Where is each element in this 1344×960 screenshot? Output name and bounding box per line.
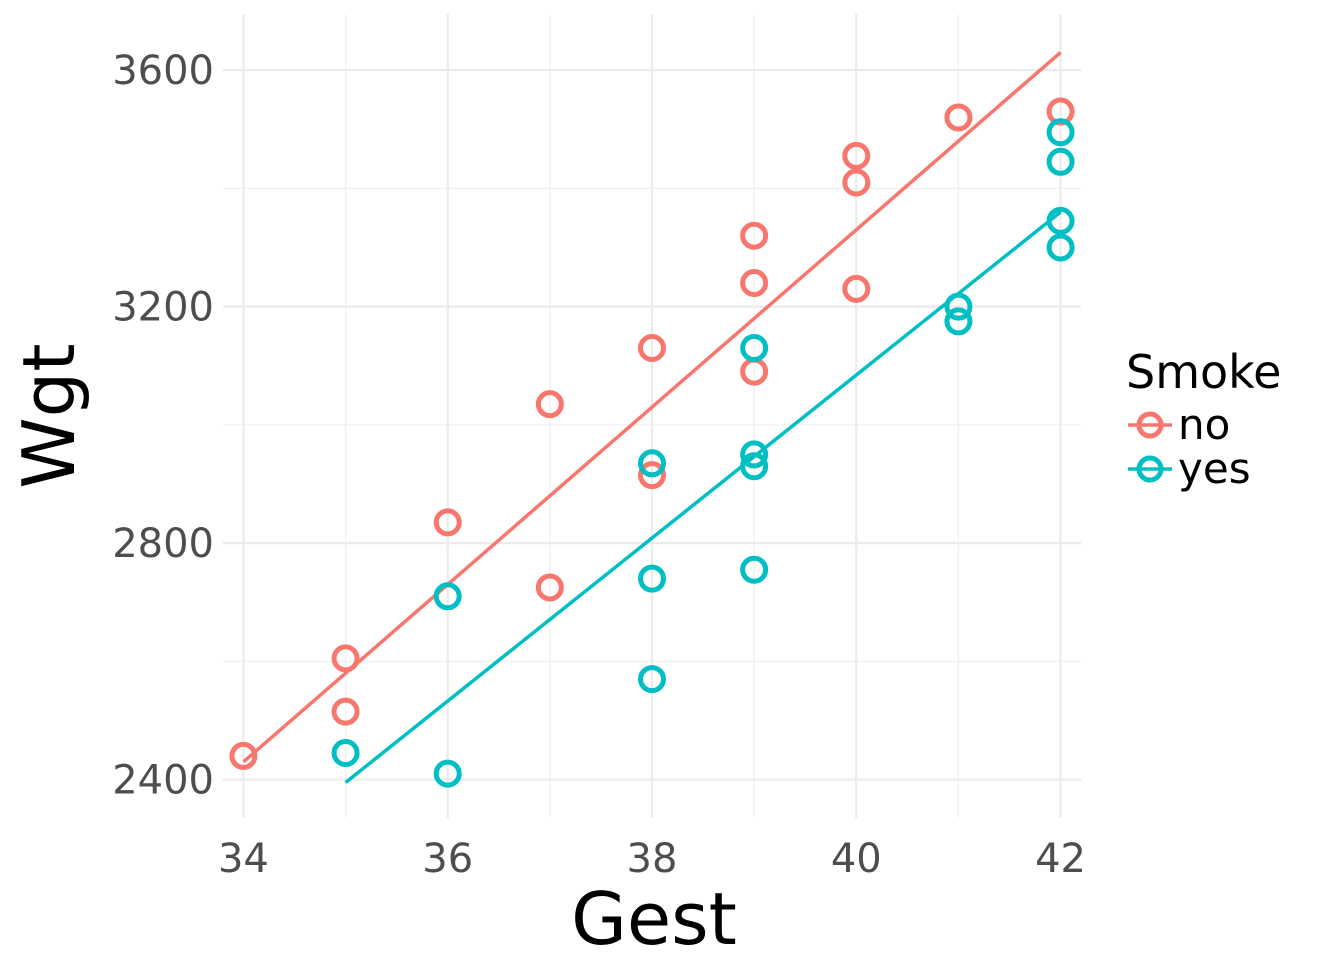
point-no bbox=[331, 644, 360, 673]
point-no bbox=[433, 508, 462, 537]
point-yes bbox=[1046, 233, 1075, 262]
major-gridlines bbox=[223, 14, 1081, 818]
point-yes bbox=[638, 665, 666, 694]
point-no bbox=[331, 697, 360, 726]
point-yes bbox=[638, 449, 666, 478]
y-tick-label: 2800 bbox=[112, 521, 214, 567]
regression-lines bbox=[242, 51, 1062, 784]
point-yes bbox=[1046, 118, 1075, 147]
x-axis-title: Gest bbox=[571, 877, 737, 960]
legend-label-yes: yes bbox=[1178, 444, 1251, 493]
x-tick-label: 34 bbox=[218, 836, 269, 882]
point-yes bbox=[944, 307, 973, 336]
point-no bbox=[842, 168, 871, 197]
point-no bbox=[842, 274, 871, 303]
y-tick-label: 2400 bbox=[112, 758, 214, 804]
point-no bbox=[638, 461, 666, 490]
point-yes bbox=[740, 452, 769, 481]
point-yes bbox=[638, 564, 666, 593]
point-no bbox=[842, 141, 871, 170]
point-no bbox=[944, 103, 973, 132]
legend-label-no: no bbox=[1178, 400, 1230, 449]
point-yes bbox=[331, 738, 360, 767]
x-tick-label: 38 bbox=[627, 836, 678, 882]
point-no bbox=[740, 221, 769, 250]
point-yes bbox=[740, 555, 769, 584]
point-no bbox=[638, 334, 666, 363]
point-yes bbox=[1046, 206, 1075, 235]
x-axis-ticks: 34 36 38 40 42 bbox=[218, 836, 1086, 882]
legend-key-point-no bbox=[1136, 411, 1164, 439]
x-tick-label: 42 bbox=[1035, 836, 1086, 882]
y-tick-label: 3600 bbox=[112, 48, 214, 94]
point-no bbox=[535, 390, 564, 419]
point-yes bbox=[740, 440, 769, 469]
point-no bbox=[535, 573, 564, 602]
fit-line-no bbox=[242, 51, 1062, 764]
point-yes bbox=[433, 759, 462, 788]
point-yes bbox=[433, 582, 462, 611]
y-tick-label: 3200 bbox=[112, 285, 214, 331]
y-axis-title: Wgt bbox=[7, 343, 91, 488]
y-axis-ticks: 2400 2800 3200 3600 bbox=[112, 48, 214, 803]
point-no bbox=[229, 741, 258, 770]
legend-title: Smoke bbox=[1126, 345, 1281, 399]
point-no bbox=[740, 268, 769, 297]
legend-key-point-yes bbox=[1136, 455, 1164, 483]
point-yes bbox=[740, 334, 769, 363]
point-yes bbox=[944, 292, 973, 321]
x-tick-label: 36 bbox=[422, 836, 473, 882]
data-points bbox=[229, 97, 1075, 788]
fit-line-yes bbox=[344, 210, 1062, 784]
x-tick-label: 40 bbox=[831, 836, 882, 882]
point-yes bbox=[1046, 147, 1075, 176]
